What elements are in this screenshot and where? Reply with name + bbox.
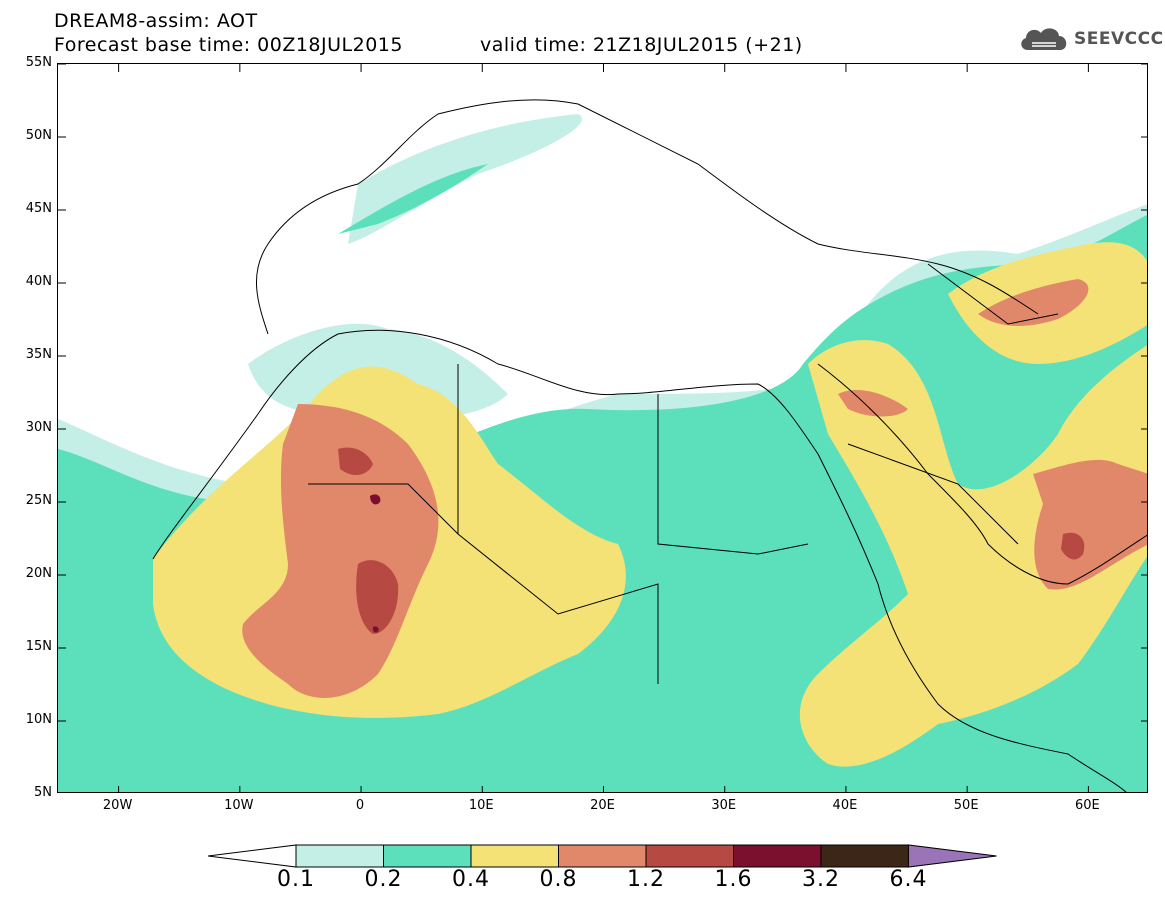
- colorbar-segment: [733, 844, 822, 868]
- aot-area-0.4: [800, 340, 1147, 767]
- seevccc-logo: SEEVCCC: [1018, 24, 1164, 54]
- latitude-label: 35N: [25, 347, 52, 362]
- aot-area-0.8: [838, 389, 908, 417]
- latitude-label: 45N: [25, 201, 52, 216]
- latitude-label: 30N: [25, 420, 52, 435]
- colorbar-segment: [558, 844, 647, 868]
- longitude-label: 20W: [102, 798, 133, 813]
- colorbar-under-triangle: [207, 844, 297, 868]
- colorbar-level-label: 0.8: [539, 867, 578, 892]
- latitude-label: 5N: [34, 785, 52, 800]
- longitude-label: 0: [355, 798, 365, 813]
- latitude-label: 25N: [25, 493, 52, 508]
- longitude-label: 20E: [590, 798, 615, 813]
- colorbar-segment: [383, 844, 472, 868]
- aot-area-0.8: [1033, 459, 1147, 590]
- aot-area-1.6: [370, 494, 381, 505]
- latitude-label: 55N: [25, 55, 52, 70]
- latitude-label: 10N: [25, 712, 52, 727]
- aot-map: [57, 63, 1148, 793]
- colorbar-level-label: 1.2: [627, 867, 665, 892]
- colorbar-segment: [470, 844, 559, 868]
- longitude-label: 30E: [711, 798, 737, 813]
- cloud-icon: [1021, 28, 1067, 50]
- colorbar-level-label: 0.1: [277, 867, 315, 892]
- logo-text: SEEVCCC: [1074, 29, 1164, 49]
- colorbar-over-triangle: [908, 844, 997, 868]
- colorbar-level-label: 6.4: [889, 867, 928, 892]
- aot-area-1.2: [1061, 532, 1085, 560]
- aot-area-0.2: [338, 164, 488, 234]
- longitude-label: 60E: [1074, 798, 1100, 813]
- colorbar-level-label: 1.6: [714, 867, 753, 892]
- map-canvas: [58, 64, 1147, 792]
- coastline-europe: [255, 99, 1039, 335]
- colorbar-segment: [295, 844, 384, 868]
- colorbar-level-label: 3.2: [802, 867, 840, 892]
- latitude-label: 15N: [25, 639, 52, 654]
- country-borders: [308, 263, 1059, 684]
- aot-area-1.2: [338, 447, 373, 476]
- colorbar-level-label: 0.4: [452, 867, 490, 892]
- colorbar-segment: [645, 844, 734, 868]
- product-title: DREAM8-assim: AOT: [54, 10, 258, 32]
- aot-area-1.2: [356, 560, 399, 634]
- longitude-label: 10W: [224, 798, 254, 813]
- aot-area-0.8: [978, 279, 1089, 326]
- latitude-label: 40N: [25, 274, 52, 289]
- latitude-label: 50N: [25, 128, 52, 143]
- coastline-africa: [152, 329, 1127, 792]
- aot-area-0.8: [242, 404, 439, 698]
- colorbar-level-label: 0.2: [364, 867, 403, 892]
- aot-area-1.6: [372, 626, 379, 633]
- longitude-label: 40E: [832, 798, 858, 813]
- colorbar-segment: [820, 844, 909, 868]
- valid-time: valid time: 21Z18JUL2015 (+21): [480, 34, 803, 56]
- coastline-arabia: [817, 363, 1147, 585]
- longitude-label: 50E: [953, 798, 979, 813]
- latitude-label: 20N: [25, 566, 52, 581]
- longitude-label: 10E: [468, 798, 494, 813]
- forecast-base-time: Forecast base time: 00Z18JUL2015: [54, 34, 403, 56]
